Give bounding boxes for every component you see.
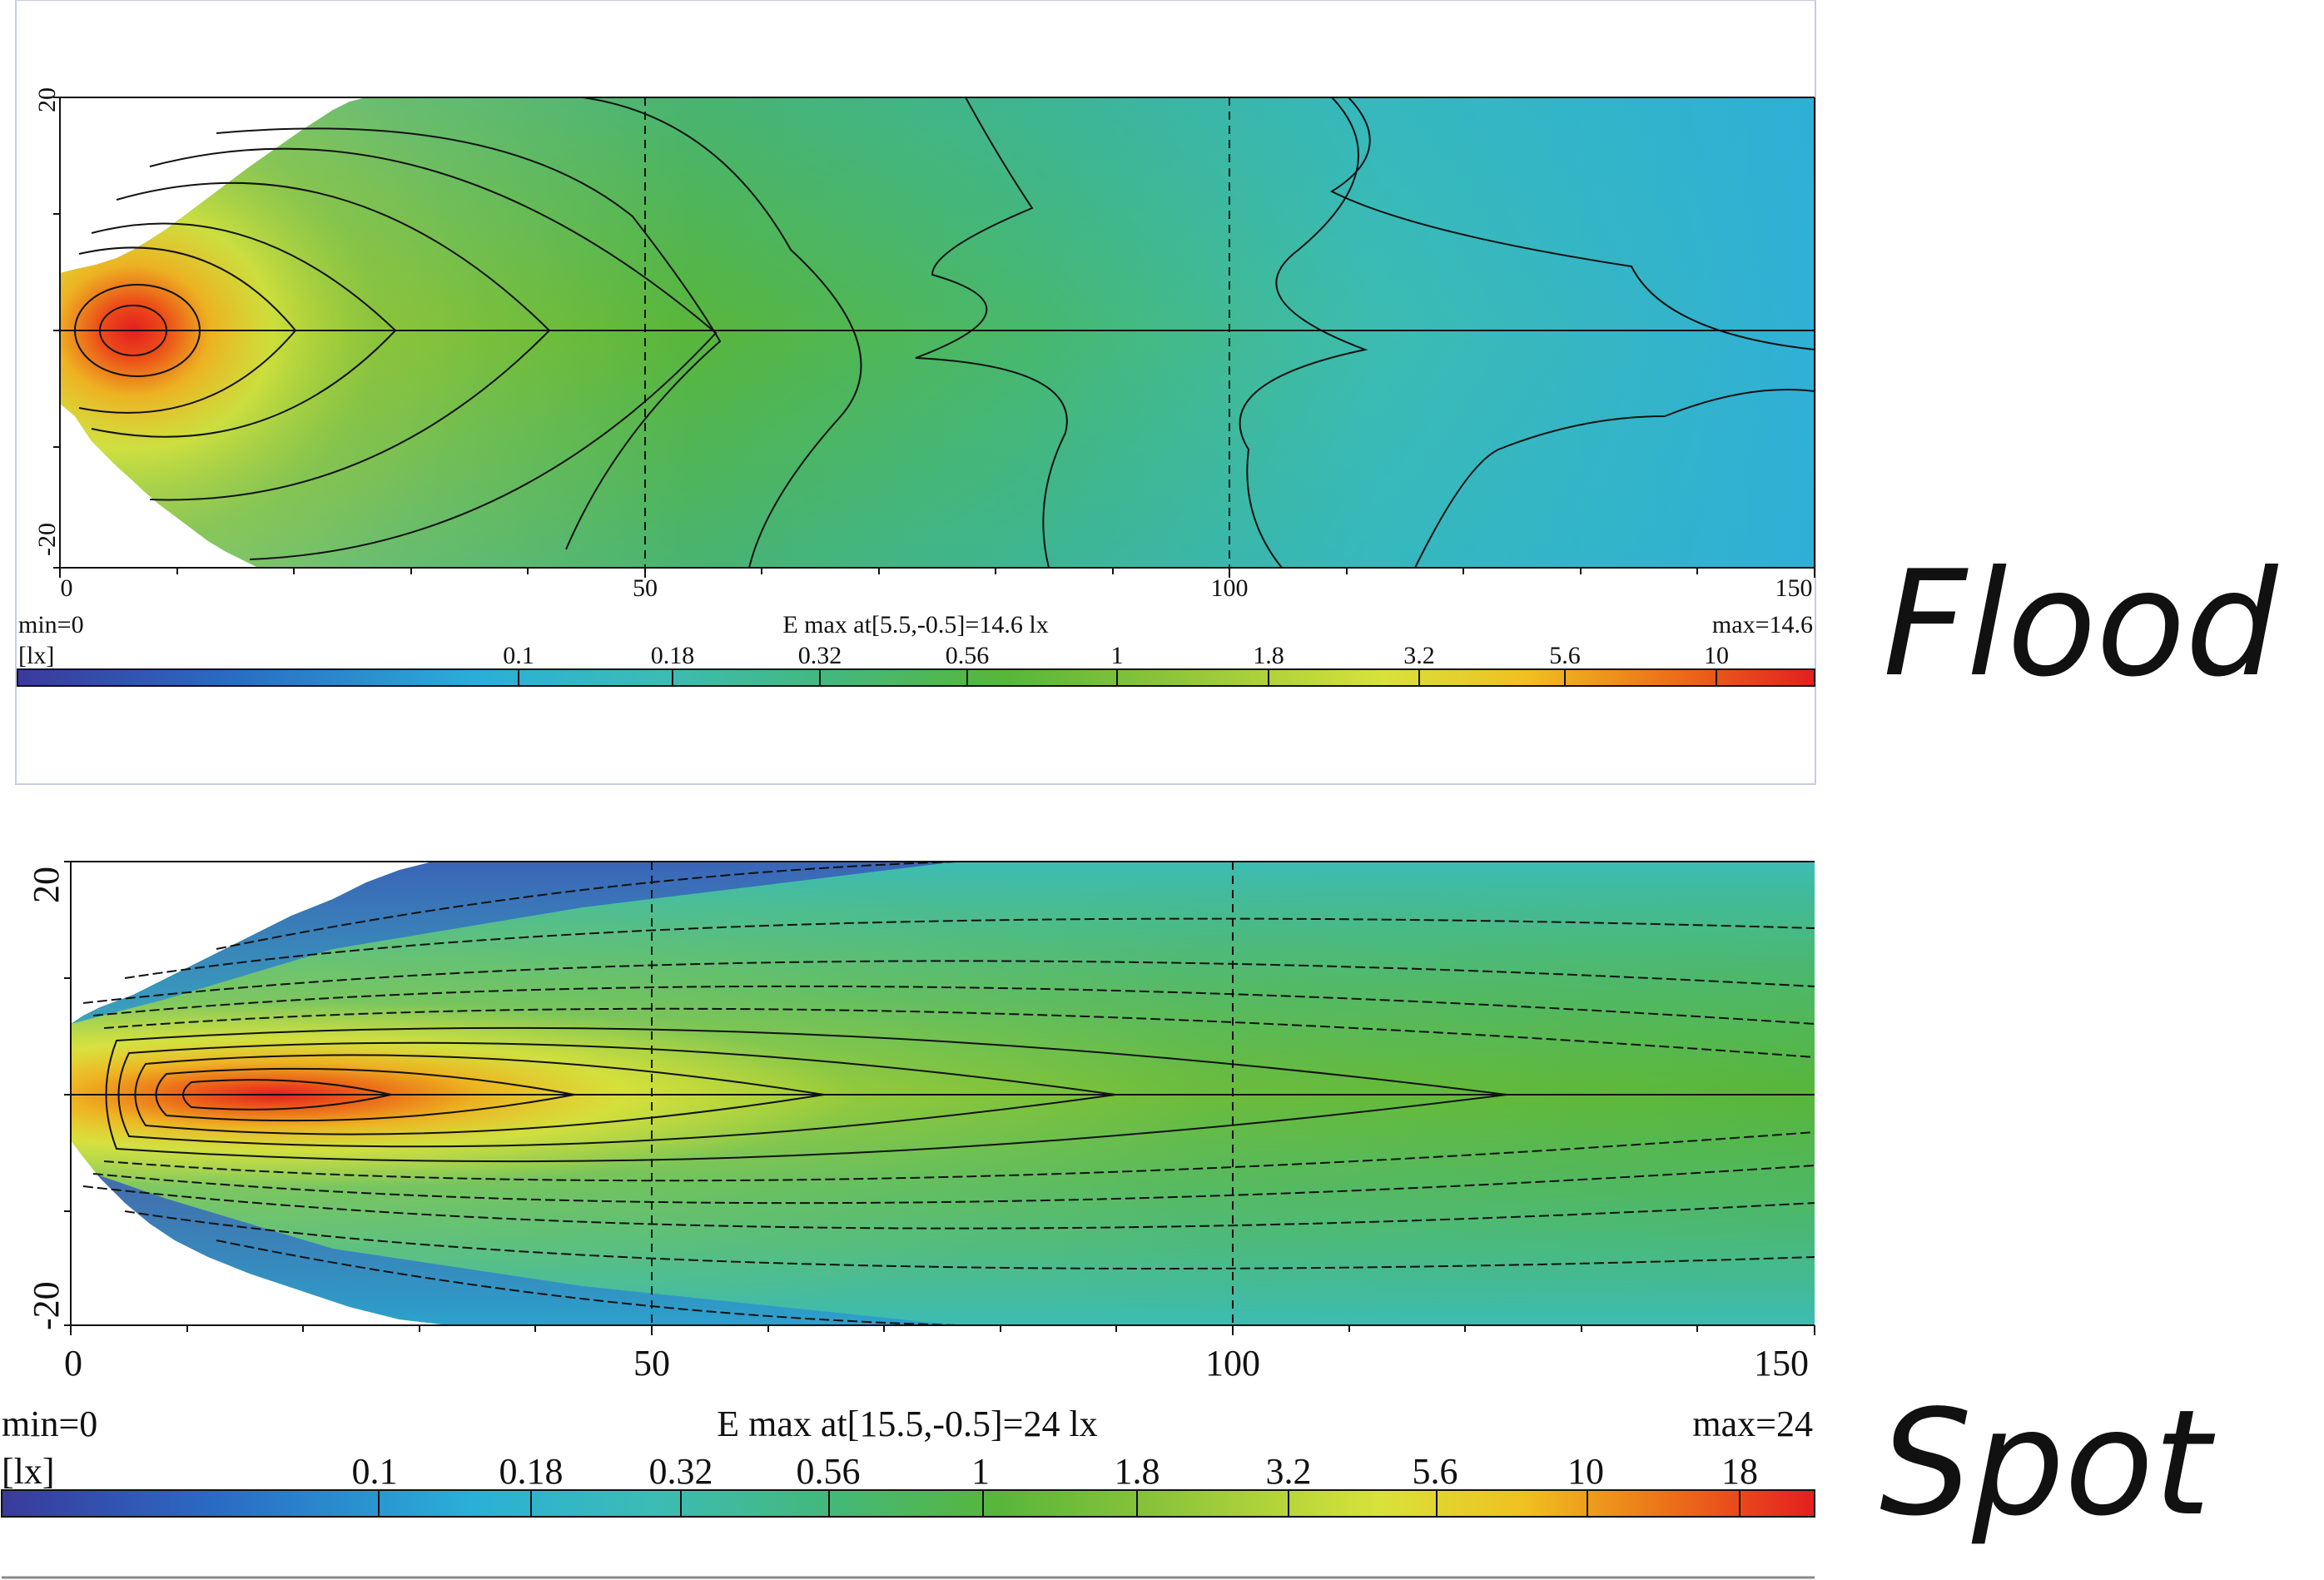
flood-unit-text: [lx] <box>18 642 54 669</box>
spot-scale-label: 0.32 <box>649 1451 713 1492</box>
flood-scale-labels: 0.1 0.18 0.32 0.56 1 1.8 3.2 5.6 10 <box>503 642 1729 669</box>
flood-chart: 0 50 100 150 20 -20 min=0 E max at[5.5,-… <box>15 0 1816 785</box>
flood-scale-label: 5.6 <box>1549 642 1581 669</box>
spot-min-text: min=0 <box>2 1404 97 1444</box>
spot-x-ticks <box>70 1325 1815 1335</box>
flood-emax-text: E max at[5.5,-0.5]=14.6 lx <box>782 611 1048 638</box>
spot-color-scale <box>1 1489 1815 1518</box>
flood-max-text: max=14.6 <box>1712 611 1813 638</box>
flood-ytick-neg20: -20 <box>33 523 61 556</box>
flood-ytick-20: 20 <box>33 87 61 112</box>
flood-xtick-100: 100 <box>1211 574 1249 602</box>
flood-scale-label: 3.2 <box>1403 642 1435 669</box>
flood-scale-label: 0.32 <box>798 642 842 669</box>
spot-xtick-150: 150 <box>1754 1343 1809 1384</box>
spot-scale-label: 0.18 <box>499 1451 564 1492</box>
spot-label: Spot <box>1880 1379 2215 1548</box>
flood-scale-label: 10 <box>1704 642 1729 669</box>
spot-scale-label: 10 <box>1567 1451 1604 1492</box>
flood-x-tick-labels: 0 50 100 150 <box>61 574 1813 602</box>
spot-xtick-100: 100 <box>1205 1343 1260 1384</box>
flood-contours <box>74 97 1815 569</box>
flood-heatmap-field <box>60 97 1815 568</box>
flood-scale-label: 0.18 <box>651 642 695 669</box>
flood-label: Flood <box>1883 540 2278 709</box>
spot-scale-label: 1 <box>971 1451 990 1492</box>
spot-y-ticks <box>64 861 71 1326</box>
spot-scale-label: 5.6 <box>1413 1451 1458 1492</box>
spot-ytick-20: 20 <box>26 867 67 903</box>
spot-scale-label: 0.56 <box>797 1451 861 1492</box>
spot-contours <box>82 861 1815 1326</box>
flood-scale-label: 0.56 <box>946 642 990 669</box>
spot-max-text: max=24 <box>1692 1404 1813 1444</box>
spot-scale-labels: 0.1 0.18 0.32 0.56 1 1.8 3.2 5.6 10 18 <box>352 1451 1759 1492</box>
spot-xtick-50: 50 <box>633 1343 670 1384</box>
flood-xtick-150: 150 <box>1775 574 1813 602</box>
flood-y-ticks <box>53 97 60 569</box>
spot-x-tick-labels: 0 50 100 150 <box>64 1343 1809 1384</box>
flood-axes <box>53 97 1815 578</box>
spot-ytick-neg20: -20 <box>26 1281 67 1330</box>
flood-xtick-0: 0 <box>61 574 73 602</box>
spot-scale-label: 18 <box>1721 1451 1758 1492</box>
spot-xtick-0: 0 <box>64 1343 82 1384</box>
flood-color-scale <box>17 668 1815 687</box>
flood-scale-label: 0.1 <box>503 642 534 669</box>
spot-unit-text: [lx] <box>2 1451 55 1492</box>
flood-x-ticks <box>59 568 1815 578</box>
spot-scale-label: 0.1 <box>352 1451 398 1492</box>
spot-scale-label: 3.2 <box>1266 1451 1312 1492</box>
spot-axes <box>64 861 1815 1335</box>
flood-min-text: min=0 <box>18 611 84 638</box>
spot-chart: 0 50 100 150 20 -20 min=0 E max at[15.5,… <box>1 861 1815 1579</box>
flood-xtick-50: 50 <box>633 574 658 602</box>
spot-scale-label: 1.8 <box>1115 1451 1160 1492</box>
spot-heatmap-field <box>71 862 1815 1325</box>
flood-scale-label: 1 <box>1111 642 1124 669</box>
spot-emax-text: E max at[15.5,-0.5]=24 lx <box>717 1404 1097 1444</box>
flood-scale-label: 1.8 <box>1253 642 1284 669</box>
